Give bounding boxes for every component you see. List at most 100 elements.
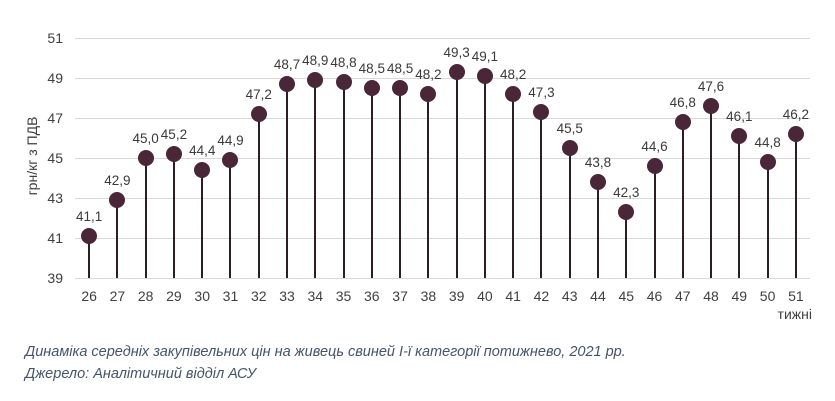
x-axis-tick-label: 49 <box>731 288 748 304</box>
data-point-label: 46,8 <box>669 95 696 110</box>
x-axis-tick-label: 34 <box>307 288 324 304</box>
lollipop-stem <box>116 200 119 278</box>
lollipop-stem <box>172 154 175 278</box>
data-point-label: 44,4 <box>189 143 216 158</box>
lollipop-stem <box>257 114 260 278</box>
x-axis-tick-label: 42 <box>533 288 550 304</box>
x-axis-tick-label: 36 <box>364 288 380 304</box>
lollipop-stem <box>427 94 430 278</box>
data-point-label: 45,5 <box>556 121 583 136</box>
data-point-marker <box>505 86 522 102</box>
lollipop-stem <box>342 82 345 278</box>
x-axis-tick-label: 39 <box>448 288 465 304</box>
data-point-marker <box>194 162 211 178</box>
data-point-marker <box>165 146 182 162</box>
lollipop-stem <box>286 84 289 278</box>
data-point-label: 41,1 <box>75 209 103 224</box>
x-axis-tick-label: 50 <box>759 288 776 304</box>
data-point-marker <box>420 86 437 102</box>
data-point-label: 48,5 <box>386 61 414 76</box>
x-axis-tick-label: 27 <box>109 288 126 304</box>
data-point-marker <box>533 104 550 120</box>
data-point-marker <box>279 76 296 92</box>
gridline <box>75 157 810 159</box>
x-axis-tick-label: 37 <box>392 288 408 304</box>
lollipop-stem <box>314 80 317 278</box>
lollipop-stem <box>681 122 684 278</box>
lollipop-stem <box>766 162 769 278</box>
lollipop-stem <box>653 166 656 278</box>
y-axis-tick-label: 51 <box>47 30 63 46</box>
data-point-marker <box>731 128 748 144</box>
lollipop-stem <box>596 182 599 278</box>
data-point-marker <box>363 80 380 96</box>
data-point-marker <box>137 150 154 166</box>
x-axis-tick-label: 32 <box>250 288 267 304</box>
data-point-marker <box>674 114 691 130</box>
lollipop-stem <box>399 88 402 278</box>
data-point-marker <box>618 204 635 220</box>
lollipop-stem <box>568 148 571 278</box>
data-point-label: 43,8 <box>584 155 612 170</box>
lollipop-stem <box>370 88 373 278</box>
data-point-marker <box>392 80 409 96</box>
data-point-marker <box>81 228 98 244</box>
data-point-marker <box>787 126 804 142</box>
lollipop-stem <box>455 72 458 278</box>
data-point-label: 46,2 <box>782 107 809 122</box>
data-point-marker <box>335 74 352 90</box>
x-axis-tick-label: 38 <box>420 288 437 304</box>
data-point-marker <box>307 72 324 88</box>
figure-source: Джерело: Аналітичний відділ АСУ <box>25 366 256 382</box>
data-point-marker <box>476 68 493 84</box>
x-axis-tick-label: 31 <box>222 288 239 304</box>
gridline <box>75 117 810 119</box>
y-axis-tick-label: 45 <box>47 150 63 166</box>
y-axis-tick-label: 39 <box>47 270 63 286</box>
data-point-marker <box>448 64 465 80</box>
x-axis-tick-label: 28 <box>137 288 154 304</box>
figure-caption: Динаміка середніх закупівельних цін на ж… <box>25 344 626 360</box>
x-axis-tick-label: 47 <box>674 288 691 304</box>
lollipop-stem <box>144 158 147 278</box>
lollipop-stem <box>625 212 628 278</box>
data-point-label: 48,8 <box>330 55 357 70</box>
x-axis-tick-label: 26 <box>81 288 97 304</box>
lollipop-stem <box>483 76 486 278</box>
data-point-label: 44,9 <box>217 133 244 148</box>
data-point-label: 48,7 <box>273 57 301 72</box>
gridline <box>75 37 810 39</box>
data-point-marker <box>703 98 720 114</box>
data-point-marker <box>759 154 776 170</box>
gridline <box>75 197 810 199</box>
y-axis-tick-label: 41 <box>47 230 63 246</box>
lollipop-stem <box>794 134 797 278</box>
lollipop-stem <box>229 160 232 278</box>
data-point-label: 48,5 <box>358 61 385 76</box>
gridline <box>75 77 810 79</box>
x-axis-tick-label: 29 <box>166 288 182 304</box>
data-point-label: 48,2 <box>500 67 527 82</box>
data-point-label: 47,2 <box>245 87 272 102</box>
lollipop-stem <box>738 136 741 278</box>
lollipop-stem <box>201 170 204 278</box>
data-point-label: 42,9 <box>104 173 131 188</box>
data-point-label: 48,2 <box>415 67 442 82</box>
data-point-marker <box>250 106 267 122</box>
x-axis-tick-label: 30 <box>194 288 210 304</box>
x-axis-line <box>75 277 810 279</box>
plot-area: грн/кг з ПДВ тижні 39 41 43 45 47 49 51 41,1 26 4… <box>24 30 812 322</box>
lollipop-stem <box>88 236 91 278</box>
data-point-marker <box>109 192 126 208</box>
data-point-marker <box>561 140 578 156</box>
data-point-label: 45,2 <box>160 127 188 142</box>
data-point-label: 47,3 <box>528 85 555 100</box>
data-point-label: 48,9 <box>302 53 329 68</box>
data-point-label: 44,8 <box>754 135 781 150</box>
x-axis-tick-label: 43 <box>561 288 578 304</box>
y-axis-tick-label: 49 <box>47 70 63 86</box>
data-point-label: 42,3 <box>613 185 640 200</box>
data-point-label: 46,1 <box>726 109 753 124</box>
lollipop-stem <box>540 112 543 278</box>
